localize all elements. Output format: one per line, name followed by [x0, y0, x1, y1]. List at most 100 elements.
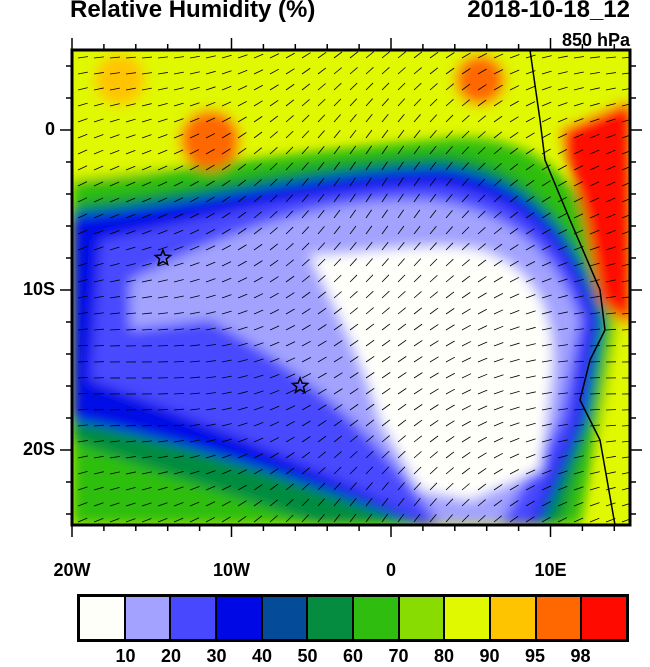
wind-barb	[77, 377, 89, 379]
wind-barb	[413, 145, 421, 155]
wind-barb	[589, 455, 600, 459]
wind-barb	[493, 421, 504, 427]
wind-barb	[333, 193, 341, 203]
wind-barb	[237, 293, 248, 299]
wind-barb	[605, 246, 616, 251]
wind-barb	[381, 323, 391, 331]
wind-barb	[237, 116, 247, 123]
wind-barbs	[77, 51, 630, 523]
wind-barb	[349, 274, 358, 283]
wind-barb	[285, 389, 296, 395]
wind-barb	[173, 246, 184, 251]
wind-barb	[301, 324, 311, 331]
wind-barb	[381, 513, 389, 523]
wind-barb	[317, 177, 325, 187]
wind-barb	[589, 295, 600, 299]
wind-barb	[77, 344, 89, 347]
wind-barb	[125, 103, 136, 107]
wind-barb	[205, 180, 215, 187]
wind-barb	[301, 340, 311, 347]
wind-barb	[285, 146, 294, 155]
wind-barb	[93, 440, 104, 443]
wind-barb	[141, 181, 152, 187]
wind-barb	[285, 259, 295, 267]
wind-barb	[413, 82, 422, 91]
wind-barb	[317, 98, 326, 107]
wind-barb	[445, 146, 453, 155]
wind-barb	[253, 453, 264, 459]
wind-barb	[269, 178, 278, 187]
wind-barb	[493, 260, 503, 267]
wind-barb	[365, 372, 375, 379]
wind-barb	[541, 438, 552, 443]
star-marker-icon	[153, 247, 173, 267]
wind-barb	[477, 421, 488, 427]
wind-barb	[237, 260, 247, 267]
lat-label: 10S	[22, 279, 55, 299]
wind-barb	[333, 177, 341, 187]
wind-barb	[77, 295, 88, 299]
wind-barb	[109, 87, 120, 91]
wind-barb	[141, 87, 152, 91]
wind-barb	[461, 68, 471, 75]
wind-barb	[397, 82, 406, 91]
wind-barb	[157, 118, 168, 123]
wind-barb	[429, 83, 438, 91]
wind-barb	[413, 51, 423, 59]
wind-barb	[541, 228, 551, 235]
wind-barb	[397, 513, 405, 523]
wind-barb	[493, 131, 503, 139]
wind-barb	[141, 165, 152, 171]
wind-barb	[141, 263, 152, 267]
wind-barb	[605, 518, 616, 523]
wind-barb	[445, 420, 455, 427]
wind-barb	[125, 246, 136, 251]
wind-barb	[429, 67, 439, 75]
wind-barb	[413, 451, 422, 459]
wind-barb	[317, 356, 327, 363]
wind-barb	[173, 229, 184, 235]
wind-barb	[493, 406, 504, 411]
wind-barb	[589, 486, 600, 491]
wind-barb	[285, 178, 294, 187]
wind-barb	[269, 276, 279, 283]
wind-barb	[189, 196, 200, 203]
wind-barb	[541, 327, 552, 331]
wind-barb	[381, 435, 390, 443]
wind-barb	[509, 277, 520, 283]
wind-barb	[205, 55, 216, 59]
wind-barb	[109, 455, 120, 459]
wind-barb	[221, 516, 231, 523]
wind-barb	[365, 193, 372, 203]
wind-barb	[589, 118, 600, 123]
wind-barb	[157, 213, 168, 219]
wind-barb	[77, 408, 88, 411]
wind-barb	[429, 274, 438, 283]
wind-barb	[301, 356, 312, 363]
wind-barb	[77, 87, 88, 91]
wind-barb	[317, 420, 327, 427]
wind-barb	[493, 53, 504, 59]
wind-barb	[381, 355, 391, 363]
wind-barb	[237, 211, 247, 219]
wind-barb	[221, 228, 231, 235]
wind-barb	[189, 408, 200, 411]
wind-barb	[221, 101, 232, 107]
wind-barb	[93, 424, 104, 427]
wind-barb	[525, 326, 536, 331]
wind-barb	[301, 99, 310, 107]
wind-barb	[509, 179, 519, 187]
wind-barb	[573, 486, 584, 491]
wind-barb	[93, 279, 104, 283]
wind-barb	[605, 72, 616, 75]
wind-barb	[525, 359, 536, 363]
wind-barb	[461, 275, 471, 283]
wind-barb	[173, 181, 184, 187]
wind-barb	[77, 361, 89, 363]
wind-barb	[269, 115, 279, 123]
wind-barb	[589, 408, 601, 411]
wind-barb	[509, 437, 520, 443]
wind-barb	[173, 424, 184, 427]
wind-barb	[125, 150, 136, 155]
wind-barb	[285, 483, 294, 491]
